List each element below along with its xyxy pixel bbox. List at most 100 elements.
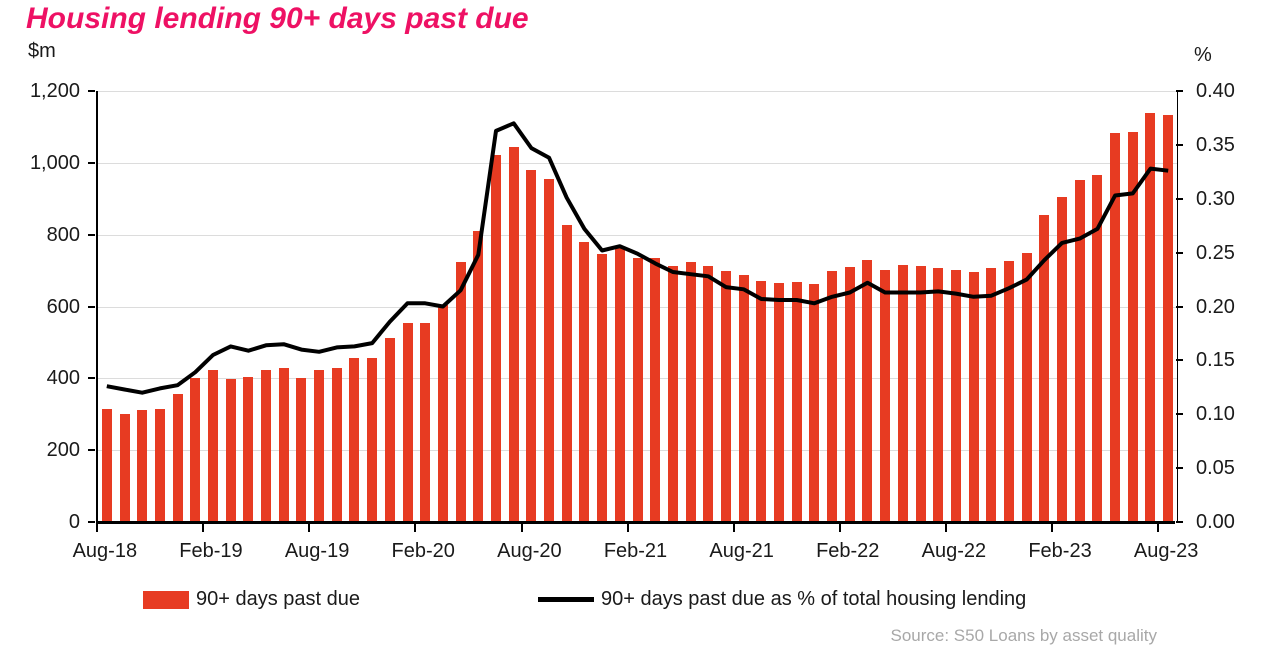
x-axis-tick-label: Feb-22 — [816, 540, 880, 562]
bar-Oct-21 — [774, 283, 784, 522]
right-axis-tick-label: 0.00 — [1196, 511, 1235, 533]
left-axis-tick-label: 400 — [46, 367, 80, 390]
right-axis-tick-mark — [1176, 521, 1183, 523]
right-axis-tick-label: 0.15 — [1196, 349, 1235, 372]
x-axis-tick-label: Feb-20 — [391, 540, 455, 562]
x-axis-tick-mark — [414, 524, 417, 532]
x-axis-tick-label: Aug-22 — [921, 540, 987, 562]
left-axis-tick-label: 200 — [46, 439, 80, 462]
bar-Jul-20 — [508, 147, 519, 522]
bar-Oct-18 — [137, 409, 148, 522]
bar-Oct-19 — [349, 357, 360, 522]
bar-Mar-19 — [225, 378, 236, 522]
bar-Nov-22 — [1003, 260, 1014, 522]
right-axis-tick-mark — [1176, 197, 1183, 200]
right-axis-tick-mark — [1176, 413, 1183, 416]
bar-Dec-18 — [172, 393, 183, 522]
bar-Aug-18 — [101, 408, 112, 522]
plot-area — [96, 91, 1178, 522]
bar-Feb-21 — [632, 258, 643, 522]
bar-Sep-19 — [331, 367, 342, 522]
gridline — [98, 234, 1177, 236]
bar-Jan-21 — [614, 246, 625, 522]
x-axis-tick-mark — [945, 524, 948, 532]
bar-Sep-18 — [119, 414, 130, 522]
left-axis-unit-label: $m — [28, 40, 56, 62]
bar-Oct-20 — [561, 224, 572, 522]
bar-Jun-20 — [490, 154, 501, 522]
x-axis-tick-label: Aug-21 — [709, 540, 774, 562]
x-axis-tick-mark — [626, 524, 629, 532]
right-axis-tick-mark — [1176, 305, 1183, 308]
bar-Apr-19 — [243, 376, 254, 522]
bar-Jun-19 — [278, 367, 289, 522]
x-axis-tick-label: Aug-20 — [497, 540, 562, 562]
right-axis-tick-label: 0.20 — [1196, 295, 1235, 318]
bar-May-21 — [685, 262, 696, 522]
legend-label-bar-series: 90+ days past due — [196, 588, 361, 610]
bar-Jul-19 — [296, 377, 307, 522]
bar-Aug-19 — [314, 369, 325, 522]
right-axis-tick-label: 0.05 — [1196, 457, 1235, 480]
right-axis-tick-label: 0.30 — [1196, 187, 1235, 210]
bar-Nov-19 — [367, 357, 378, 522]
x-axis-tick-mark — [308, 524, 311, 532]
right-axis-tick-mark — [1176, 90, 1183, 92]
bar-Feb-22 — [844, 266, 855, 522]
bar-Sep-22 — [968, 272, 979, 522]
bar-May-23 — [1110, 133, 1121, 522]
x-axis-tick-mark — [202, 524, 205, 532]
bar-Dec-22 — [1021, 253, 1032, 522]
bar-Aug-21 — [738, 274, 749, 522]
x-axis-tick-mark — [1051, 524, 1054, 532]
bar-Feb-20 — [420, 323, 431, 522]
bar-Apr-20 — [455, 262, 466, 522]
bar-Jun-23 — [1127, 131, 1138, 522]
x-axis-tick-mark — [520, 524, 523, 532]
right-axis-tick-label: 0.35 — [1196, 133, 1235, 156]
bar-Jan-22 — [827, 270, 838, 522]
left-axis-tick-label: 0 — [68, 511, 80, 533]
x-axis-tick-label: Feb-23 — [1028, 540, 1092, 562]
right-axis-tick-mark — [1176, 251, 1183, 254]
line-series-path — [106, 121, 1169, 395]
gridline — [98, 91, 1177, 92]
bar-May-22 — [897, 265, 908, 522]
right-axis-tick-mark — [1176, 359, 1183, 362]
x-axis-tick-label: Feb-19 — [179, 540, 243, 562]
bar-Aug-22 — [950, 269, 961, 522]
x-axis-tick-label: Aug-23 — [1133, 540, 1199, 562]
bar-Feb-23 — [1057, 196, 1068, 522]
bar-Oct-22 — [986, 268, 997, 522]
bar-May-19 — [261, 369, 272, 522]
bar-Nov-18 — [154, 408, 165, 522]
bar-series-swatch — [143, 590, 189, 609]
bar-Jan-19 — [190, 377, 201, 522]
right-axis-tick-label: 0.40 — [1196, 80, 1235, 102]
bar-Feb-19 — [207, 370, 218, 522]
bar-Sep-21 — [756, 280, 767, 522]
legend-label-line-series: 90+ days past due as % of total housing … — [601, 588, 1027, 610]
left-axis-tick-label: 1,200 — [29, 80, 80, 102]
x-axis-tick-label: Aug-19 — [284, 540, 350, 562]
bar-May-20 — [473, 231, 484, 522]
x-axis-tick-mark — [838, 524, 841, 532]
bar-Apr-22 — [880, 269, 891, 522]
legend-item-line-series: 90+ days past due as % of total housing … — [538, 588, 1026, 611]
line-series-svg — [106, 121, 1169, 395]
bar-Dec-19 — [384, 338, 395, 522]
right-axis-tick-label: 0.10 — [1196, 403, 1235, 426]
left-axis-tick-mark — [88, 305, 95, 308]
left-axis-tick-mark — [88, 521, 95, 523]
line-series-swatch — [538, 597, 594, 602]
x-axis-tick-mark — [96, 524, 98, 532]
bar-Jul-23 — [1145, 113, 1156, 522]
right-axis-tick-mark — [1176, 143, 1183, 146]
right-axis-tick-mark — [1176, 467, 1183, 470]
page-title: Housing lending 90+ days past due — [26, 2, 529, 35]
left-axis-tick-mark — [88, 377, 95, 380]
left-axis-tick-mark — [88, 90, 95, 92]
right-axis-tick-label: 0.25 — [1196, 241, 1235, 264]
x-axis-tick-label: Aug-18 — [72, 540, 138, 562]
left-axis-tick-mark — [88, 161, 95, 164]
